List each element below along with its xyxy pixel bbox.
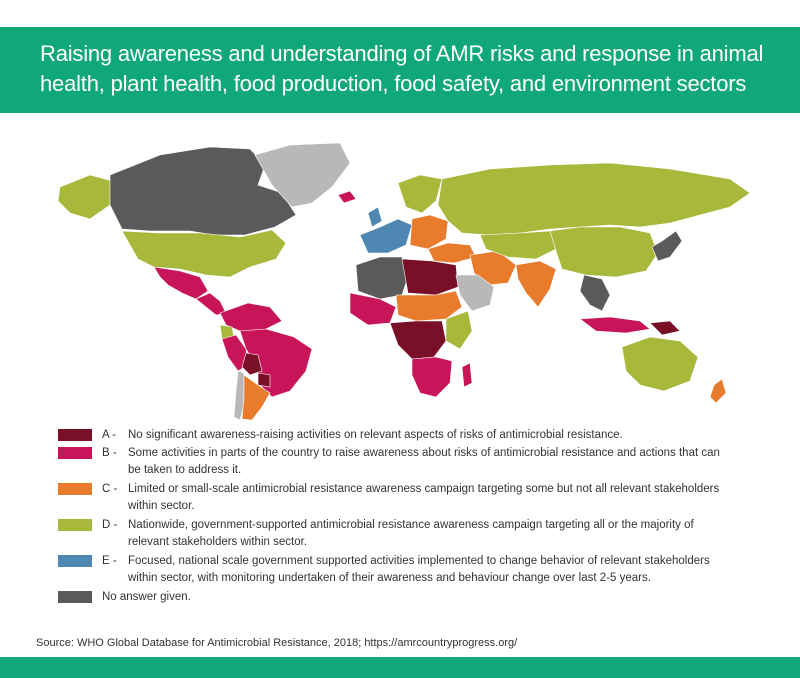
map-region-west-africa — [349, 292, 397, 326]
legend-swatch-a — [58, 429, 92, 441]
map-region-iceland — [337, 190, 357, 204]
legend-letter: A - — [102, 429, 117, 441]
map-title: Raising awareness and understanding of A… — [40, 41, 764, 96]
map-region-western-europe — [359, 218, 413, 254]
legend-letter: D - — [102, 519, 118, 531]
map-region-central-asia — [479, 230, 561, 260]
map-region-canada — [109, 146, 297, 236]
map-region-turkey-caucasus — [427, 242, 477, 264]
legend-letter: E - — [102, 555, 117, 567]
map-region-southeast-asia — [579, 274, 611, 312]
map-region-india — [515, 260, 557, 308]
map-region-australia — [621, 336, 699, 392]
legend-text: Nationwide, government-supported antimic… — [128, 519, 694, 548]
map-region-indonesia — [579, 316, 651, 334]
map-region-sahel — [395, 290, 463, 322]
map-region-argentina — [241, 374, 271, 420]
map-region-madagascar — [461, 362, 473, 388]
legend-text: Limited or small-scale antimicrobial res… — [128, 483, 720, 512]
legend-swatch-b — [58, 447, 92, 459]
map-region-paraguay — [257, 372, 271, 388]
map-region-papua — [649, 320, 681, 336]
title-banner: Raising awareness and understanding of A… — [0, 27, 800, 113]
legend-text: No answer given. — [102, 591, 191, 603]
map-region-china-mongolia — [549, 226, 659, 278]
legend-text: Some activities in parts of the country … — [128, 447, 720, 476]
map-region-new-zealand — [709, 378, 727, 404]
map-region-japan-korea — [651, 230, 683, 262]
source-note: Source: WHO Global Database for Antimicr… — [36, 637, 518, 649]
map-region-colombia-venezuela — [219, 302, 283, 332]
map-region-uk — [367, 206, 383, 228]
map-region-bolivia — [241, 352, 263, 376]
map-region-eastern-europe — [409, 214, 449, 250]
map-region-chile — [233, 370, 245, 420]
map-region-scandinavia — [397, 174, 443, 214]
map-region-alaska — [57, 174, 113, 220]
world-map — [57, 142, 751, 420]
legend-swatch-e — [58, 555, 92, 567]
legend-swatch-c — [58, 483, 92, 495]
legend-letter: B - — [102, 447, 117, 459]
map-region-southern-africa — [411, 356, 453, 398]
map-region-central-africa — [389, 320, 447, 360]
legend-text: Focused, national scale government suppo… — [128, 555, 710, 584]
map-region-usa — [121, 229, 287, 278]
map-region-arabia — [455, 274, 495, 312]
legend-swatch-d — [58, 519, 92, 531]
map-region-greenland — [254, 142, 351, 208]
map-region-east-africa — [445, 310, 473, 350]
legend-swatch-none — [58, 591, 92, 603]
map-region-russia — [437, 162, 751, 236]
legend-text: No significant awareness-raising activit… — [128, 429, 623, 441]
map-region-north-africa-west — [355, 256, 409, 300]
legend-letter: C - — [102, 483, 118, 495]
map-region-libya-egypt — [401, 258, 459, 296]
footer-band — [0, 657, 800, 678]
